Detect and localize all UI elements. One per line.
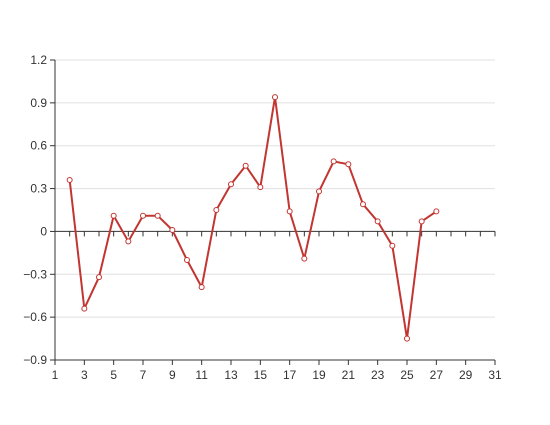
x-tick-label: 29 (459, 368, 473, 382)
data-point (169, 227, 176, 233)
y-tick-label: 0.3 (30, 182, 47, 196)
data-point (389, 242, 396, 249)
data-point (228, 181, 234, 188)
y-tick-labels: 1.2 0.9 0.6 0.3 0 −0.3 −0.6 −0.9 (23, 53, 47, 367)
data-point (198, 284, 205, 291)
x-tick-label: 11 (195, 368, 208, 382)
data-point (257, 184, 264, 191)
data-point (96, 274, 102, 281)
data-point (404, 335, 410, 342)
series (66, 94, 440, 342)
x-tick-label: 7 (140, 368, 147, 382)
y-tick-label: −0.9 (23, 353, 47, 367)
data-point (242, 162, 249, 169)
data-point (154, 212, 161, 219)
data-point (418, 218, 425, 225)
x-tick-label: 25 (400, 368, 414, 382)
data-point (301, 255, 308, 262)
x-tick-label: 13 (224, 368, 238, 382)
data-point (433, 208, 440, 215)
x-tick-label: 27 (430, 368, 444, 382)
x-tick-label: 21 (342, 368, 356, 382)
data-point (213, 207, 220, 213)
data-point (272, 94, 278, 101)
data-point (360, 201, 366, 208)
grid-lines (55, 59, 495, 361)
data-point (184, 257, 190, 263)
axes (50, 59, 496, 365)
y-tick-label: 0.9 (30, 96, 47, 110)
y-tick-label: 0.6 (30, 139, 47, 153)
data-point (110, 212, 117, 219)
data-point (81, 305, 88, 312)
x-tick-label: 1 (52, 368, 59, 382)
data-point (140, 212, 146, 219)
data-point (316, 188, 322, 195)
series-line (68, 96, 437, 340)
x-tick-labels: 1 3 5 7 9 11 13 15 17 19 21 23 25 27 29 31 (52, 368, 502, 382)
x-tick-label: 19 (312, 368, 326, 382)
x-tick-label: 5 (110, 368, 117, 382)
y-tick-label: 0 (40, 224, 47, 238)
x-tick-label: 31 (488, 368, 502, 382)
data-point (345, 161, 352, 168)
x-tick-label: 9 (169, 368, 176, 382)
y-tick-label: −0.6 (23, 310, 47, 324)
x-tick-label: 23 (371, 368, 385, 382)
x-tick-label: 3 (81, 368, 88, 382)
y-tick-label: 1.2 (30, 53, 47, 67)
x-tick-label: 15 (254, 368, 268, 382)
data-point (330, 158, 337, 165)
data-point (286, 208, 293, 215)
data-point (374, 218, 381, 225)
x-tick-label: 17 (283, 368, 297, 382)
data-point (66, 177, 73, 183)
data-point (125, 238, 132, 245)
y-tick-label: −0.3 (23, 267, 47, 281)
